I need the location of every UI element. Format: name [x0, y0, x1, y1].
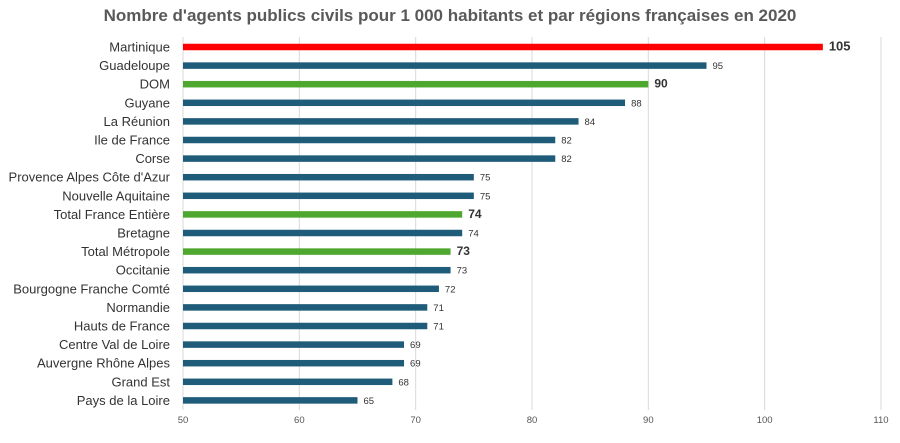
bar: [183, 229, 463, 237]
data-label: 74: [468, 229, 479, 240]
bar: [183, 211, 463, 218]
x-tick-label: 90: [643, 415, 654, 426]
data-label: 95: [713, 61, 724, 72]
x-tick-label: 60: [294, 415, 305, 426]
data-label: 72: [445, 284, 456, 295]
bar: [183, 322, 428, 330]
data-label: 75: [480, 191, 491, 202]
x-tick-label: 50: [178, 415, 189, 426]
data-label: 69: [410, 359, 421, 370]
x-tick-label: 110: [873, 415, 888, 426]
bar: [183, 248, 451, 255]
category-label: Guadeloupe: [99, 58, 170, 73]
data-label: 68: [398, 377, 409, 388]
data-label: 90: [654, 77, 668, 91]
category-label: Guyane: [124, 95, 170, 110]
category-label: Total Métropole: [81, 244, 170, 259]
data-label: 82: [561, 136, 572, 147]
category-label: Auvergne Rhône Alpes: [37, 356, 170, 371]
bar: [183, 285, 439, 293]
category-label: Martinique: [109, 40, 170, 55]
data-label: 69: [410, 340, 421, 351]
bar: [183, 136, 556, 144]
data-label: 88: [631, 98, 642, 109]
category-label: Corse: [135, 151, 170, 166]
category-label: Hauts de France: [74, 319, 170, 334]
data-label: 75: [480, 173, 491, 184]
x-tick-label: 70: [410, 415, 421, 426]
data-label: 84: [585, 117, 596, 128]
bar: [183, 155, 556, 162]
bar: [183, 266, 451, 274]
category-label: Grand Est: [111, 374, 170, 389]
data-label: 65: [364, 396, 375, 407]
bar: [183, 359, 405, 367]
x-tick-label: 100: [757, 415, 773, 426]
category-label: La Réunion: [104, 114, 171, 129]
category-label: Bourgogne Franche Comté: [13, 281, 170, 296]
bar: [183, 304, 428, 311]
bar: [183, 80, 649, 88]
bar: [183, 118, 579, 125]
gridlines: [182, 37, 882, 410]
labels: Martinique 105 Guadeloupe 95 DOM 90 Guyane 88 La…: [9, 39, 851, 408]
data-label: 73: [457, 244, 471, 258]
category-label: Provence Alpes Côte d'Azur: [9, 170, 171, 185]
category-label: Total France Entière: [54, 207, 170, 222]
bars: [183, 43, 823, 404]
data-label: 82: [561, 154, 572, 165]
data-label: 74: [468, 207, 482, 221]
data-label: 71: [433, 322, 444, 333]
bar: [183, 62, 707, 69]
x-tick-label: 80: [527, 415, 538, 426]
category-label: Pays de la Loire: [77, 393, 170, 408]
category-label: Nouvelle Aquitaine: [62, 188, 170, 203]
x-axis-ticks: 50 60 70 80 90 100 110: [178, 415, 889, 426]
category-label: DOM: [140, 77, 170, 92]
chart-title: Nombre d'agents publics civils pour 1 00…: [103, 6, 797, 25]
bar: [183, 192, 474, 200]
bar: [183, 341, 405, 348]
data-label: 105: [829, 39, 851, 54]
bar: [183, 99, 626, 107]
category-label: Ile de France: [94, 133, 170, 148]
category-label: Bretagne: [117, 226, 170, 241]
category-label: Centre Val de Loire: [59, 337, 170, 352]
category-label: Occitanie: [116, 263, 170, 278]
bar: [183, 378, 393, 386]
category-label: Normandie: [106, 300, 170, 315]
bar: [183, 173, 474, 181]
bar: [183, 397, 358, 404]
data-label: 73: [457, 266, 468, 277]
data-label: 71: [433, 303, 444, 314]
bar: [183, 43, 823, 51]
